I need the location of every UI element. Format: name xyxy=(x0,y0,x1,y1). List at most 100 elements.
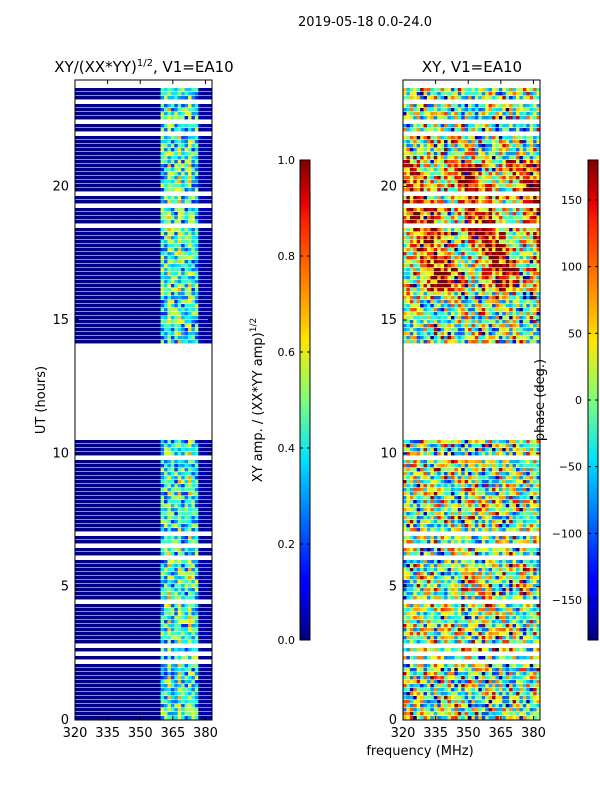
amp-cell xyxy=(188,468,192,471)
amp-cell xyxy=(113,596,117,599)
amp-cell xyxy=(181,508,185,511)
amp-cell xyxy=(116,304,120,307)
amp-cell xyxy=(130,188,134,191)
amp-cell xyxy=(164,256,168,259)
amp-cell xyxy=(133,608,137,611)
amp-cell xyxy=(140,180,144,183)
amp-cell xyxy=(205,276,209,279)
amp-cell xyxy=(102,656,106,659)
amp-cell xyxy=(157,704,161,707)
amp-cell xyxy=(137,104,141,107)
amp-cell xyxy=(178,160,182,163)
amp-cell xyxy=(99,176,103,179)
amp-cell xyxy=(198,116,202,119)
amp-cell xyxy=(102,216,106,219)
amp-cell xyxy=(198,164,202,167)
phase-cell xyxy=(430,92,434,95)
amp-cell xyxy=(202,228,206,231)
amp-cell xyxy=(174,708,178,711)
amp-cell xyxy=(123,500,127,503)
amp-cell xyxy=(150,500,154,503)
amp-cell xyxy=(167,328,171,331)
amp-cell xyxy=(78,464,82,467)
amp-cell xyxy=(113,632,117,635)
amp-cell xyxy=(133,704,137,707)
amp-cell xyxy=(188,216,192,219)
amp-cell xyxy=(191,592,195,595)
amp-cell xyxy=(126,628,130,631)
amp-cell xyxy=(99,220,103,223)
amp-cell xyxy=(195,216,199,219)
amp-cell xyxy=(133,480,137,483)
amp-cell xyxy=(106,576,110,579)
amp-cell xyxy=(174,484,178,487)
amp-cell xyxy=(185,608,189,611)
amp-cell xyxy=(198,180,202,183)
amp-cell xyxy=(99,236,103,239)
amp-cell xyxy=(82,312,86,315)
amp-cell xyxy=(147,564,151,567)
amp-cell xyxy=(198,604,202,607)
phase-cell xyxy=(410,92,414,95)
amp-cell xyxy=(205,180,209,183)
amp-cell xyxy=(188,320,192,323)
amp-cell xyxy=(78,328,82,331)
amp-cell xyxy=(164,220,168,223)
amp-cell xyxy=(99,308,103,311)
amp-cell xyxy=(106,492,110,495)
amp-cell xyxy=(109,628,113,631)
amp-cell xyxy=(164,468,168,471)
amp-cell xyxy=(171,152,175,155)
amp-cell xyxy=(144,548,148,551)
amp-cell xyxy=(89,596,93,599)
amp-cell xyxy=(126,116,130,119)
amp-cell xyxy=(150,272,154,275)
amp-cell xyxy=(75,232,79,235)
amp-cell xyxy=(116,472,120,475)
amp-cell xyxy=(89,280,93,283)
amp-cell xyxy=(185,176,189,179)
amp-cell xyxy=(150,248,154,251)
amp-cell xyxy=(96,312,100,315)
amp-cell xyxy=(174,128,178,131)
amp-cell xyxy=(102,444,106,447)
amp-cell xyxy=(181,296,185,299)
amp-cell xyxy=(178,208,182,211)
amp-cell xyxy=(181,640,185,643)
amp-cell xyxy=(154,300,158,303)
amp-cell xyxy=(144,276,148,279)
amp-cell xyxy=(102,188,106,191)
amp-cell xyxy=(147,528,151,531)
amp-cell xyxy=(198,256,202,259)
amp-cell xyxy=(120,244,124,247)
amp-cell xyxy=(191,460,195,463)
amp-cell xyxy=(185,580,189,583)
phase-cell xyxy=(427,96,431,99)
amp-cell xyxy=(161,340,165,343)
amp-cell xyxy=(167,216,171,219)
amp-cell xyxy=(140,280,144,283)
amp-cell xyxy=(202,244,206,247)
phase-cell xyxy=(482,88,486,91)
amp-cell xyxy=(78,520,82,523)
amp-cell xyxy=(205,448,209,451)
amp-cell xyxy=(78,196,82,199)
amp-cell xyxy=(92,620,96,623)
amp-cell xyxy=(191,88,195,91)
amp-cell xyxy=(85,540,89,543)
amp-cell xyxy=(144,688,148,691)
amp-cell xyxy=(78,112,82,115)
amp-cell xyxy=(157,476,161,479)
amp-cell xyxy=(185,596,189,599)
amp-cell xyxy=(188,464,192,467)
amp-cell xyxy=(109,160,113,163)
amp-cell xyxy=(78,304,82,307)
amp-cell xyxy=(140,604,144,607)
amp-cell xyxy=(171,328,175,331)
amp-cell xyxy=(113,320,117,323)
amp-cell xyxy=(102,628,106,631)
amp-cell xyxy=(130,480,134,483)
amp-cell xyxy=(133,476,137,479)
amp-cell xyxy=(140,548,144,551)
amp-cell xyxy=(154,704,158,707)
